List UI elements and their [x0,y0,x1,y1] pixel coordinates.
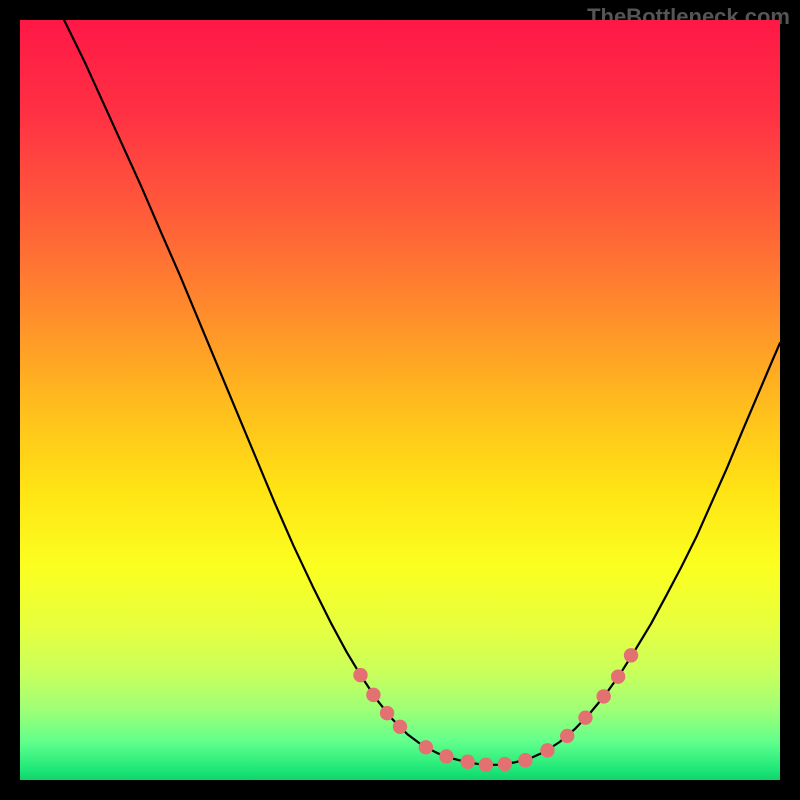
plot-area [20,20,780,780]
marker-dot [596,689,610,703]
marker-dot [518,753,532,767]
marker-dot [611,669,625,683]
marker-dot [353,668,367,682]
chart-stage: TheBottleneck.com [0,0,800,800]
marker-dot [560,729,574,743]
plot-svg [20,20,780,780]
gradient-background [20,20,780,780]
marker-dot [393,720,407,734]
marker-dot [439,749,453,763]
marker-dot [479,758,493,772]
marker-dot [498,757,512,771]
marker-dot [578,710,592,724]
marker-dot [540,743,554,757]
marker-dot [380,706,394,720]
marker-dot [419,740,433,754]
marker-dot [366,688,380,702]
marker-dot [460,755,474,769]
marker-dot [624,648,638,662]
